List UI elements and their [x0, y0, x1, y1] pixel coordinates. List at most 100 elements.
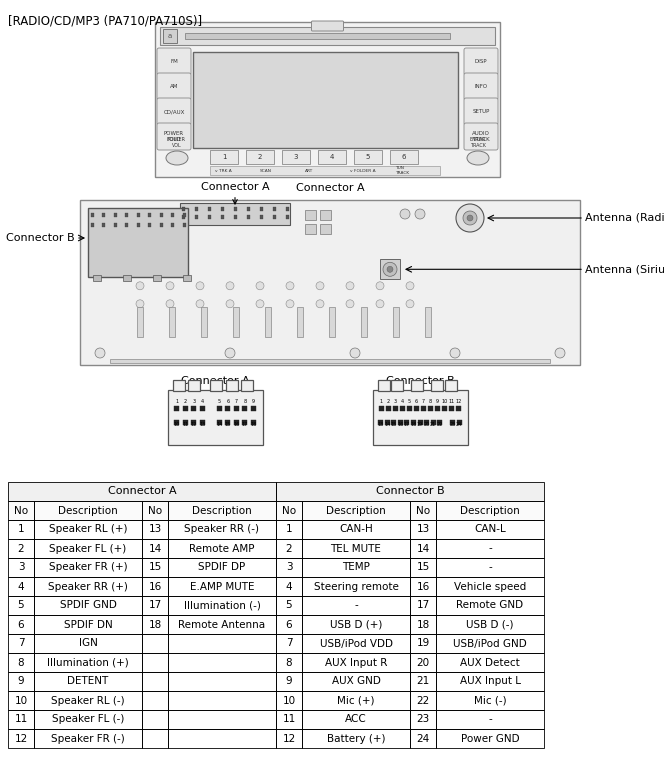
Bar	[424, 420, 429, 425]
Text: SETUP: SETUP	[472, 109, 489, 114]
FancyBboxPatch shape	[464, 98, 498, 125]
Bar	[302, 596, 410, 615]
Bar	[183, 406, 188, 411]
Bar	[282, 150, 310, 164]
Bar	[8, 482, 276, 501]
Bar	[102, 223, 105, 227]
Text: Speaker RR (+): Speaker RR (+)	[48, 581, 128, 591]
Text: a: a	[168, 33, 172, 39]
Bar	[193, 52, 458, 148]
Text: FM: FM	[170, 59, 178, 64]
Bar	[456, 406, 461, 411]
Bar	[373, 390, 467, 445]
Text: 11: 11	[282, 714, 295, 724]
Circle shape	[196, 300, 204, 308]
Circle shape	[406, 282, 414, 290]
Bar	[251, 420, 256, 425]
Circle shape	[256, 282, 264, 290]
Text: -: -	[488, 562, 492, 572]
Bar	[391, 420, 396, 425]
Text: SPDIF GND: SPDIF GND	[60, 601, 116, 611]
Text: Description: Description	[326, 505, 386, 515]
Bar	[286, 215, 288, 219]
Bar	[110, 359, 550, 363]
Text: 24: 24	[416, 733, 430, 743]
Circle shape	[316, 282, 324, 290]
Bar	[276, 672, 302, 691]
Bar	[400, 406, 405, 411]
Bar	[234, 207, 236, 211]
Bar	[142, 520, 168, 539]
Bar	[410, 729, 436, 748]
Text: 7: 7	[286, 638, 292, 648]
Text: -: -	[488, 714, 492, 724]
Circle shape	[196, 282, 204, 290]
Text: 24: 24	[456, 422, 462, 427]
Bar	[265, 307, 271, 337]
Text: 5: 5	[18, 601, 25, 611]
Text: 19: 19	[417, 422, 423, 427]
Bar	[436, 615, 544, 634]
Text: Mic (+): Mic (+)	[337, 696, 374, 706]
Text: 6: 6	[286, 620, 292, 630]
Bar	[216, 420, 222, 425]
Circle shape	[400, 209, 410, 219]
Bar	[200, 420, 205, 425]
Bar	[246, 207, 250, 211]
Bar	[8, 615, 34, 634]
Bar	[386, 406, 390, 411]
Text: 21: 21	[416, 677, 430, 687]
Bar	[168, 672, 276, 691]
Circle shape	[350, 348, 360, 358]
Bar	[34, 558, 142, 577]
Bar	[34, 710, 142, 729]
Text: TEMP: TEMP	[342, 562, 370, 572]
Bar	[183, 213, 185, 217]
Text: TEL MUTE: TEL MUTE	[331, 544, 381, 554]
Bar	[34, 653, 142, 672]
Bar	[436, 672, 544, 691]
Bar	[168, 539, 276, 558]
Text: Speaker FL (+): Speaker FL (+)	[49, 544, 127, 554]
Text: 3: 3	[18, 562, 25, 572]
Bar	[428, 406, 433, 411]
Bar	[436, 520, 544, 539]
Bar	[246, 215, 250, 219]
Circle shape	[226, 300, 234, 308]
Bar	[276, 691, 302, 710]
Text: CAN-H: CAN-H	[339, 525, 373, 535]
Bar	[436, 577, 544, 596]
Bar	[185, 33, 450, 39]
Bar	[436, 501, 544, 520]
Bar	[8, 596, 34, 615]
Bar	[216, 406, 222, 411]
Bar	[276, 615, 302, 634]
Bar	[142, 501, 168, 520]
Bar	[276, 558, 302, 577]
Text: Illumination (+): Illumination (+)	[47, 657, 129, 667]
Bar	[125, 223, 128, 227]
Text: 16: 16	[397, 422, 404, 427]
Text: Antenna (Sirius): Antenna (Sirius)	[585, 264, 664, 274]
Bar	[159, 223, 163, 227]
Text: POWER
VOL: POWER VOL	[168, 137, 186, 148]
Text: E.AMP MUTE: E.AMP MUTE	[190, 581, 254, 591]
Text: Connector B: Connector B	[386, 376, 454, 386]
Text: CD/AUX: CD/AUX	[163, 109, 185, 114]
Bar	[187, 380, 199, 391]
Text: 8: 8	[286, 657, 292, 667]
Bar	[142, 710, 168, 729]
Text: Connector B: Connector B	[7, 233, 75, 243]
Bar	[430, 380, 442, 391]
Text: 11: 11	[449, 399, 455, 404]
Bar	[378, 420, 383, 425]
Bar	[329, 307, 335, 337]
Text: DISP: DISP	[475, 59, 487, 64]
Text: 10: 10	[15, 696, 28, 706]
Bar	[8, 501, 34, 520]
Text: 4: 4	[401, 399, 404, 404]
Bar	[225, 420, 230, 425]
Text: Speaker FL (-): Speaker FL (-)	[52, 714, 124, 724]
Text: AUX Input R: AUX Input R	[325, 657, 387, 667]
Bar	[361, 307, 367, 337]
